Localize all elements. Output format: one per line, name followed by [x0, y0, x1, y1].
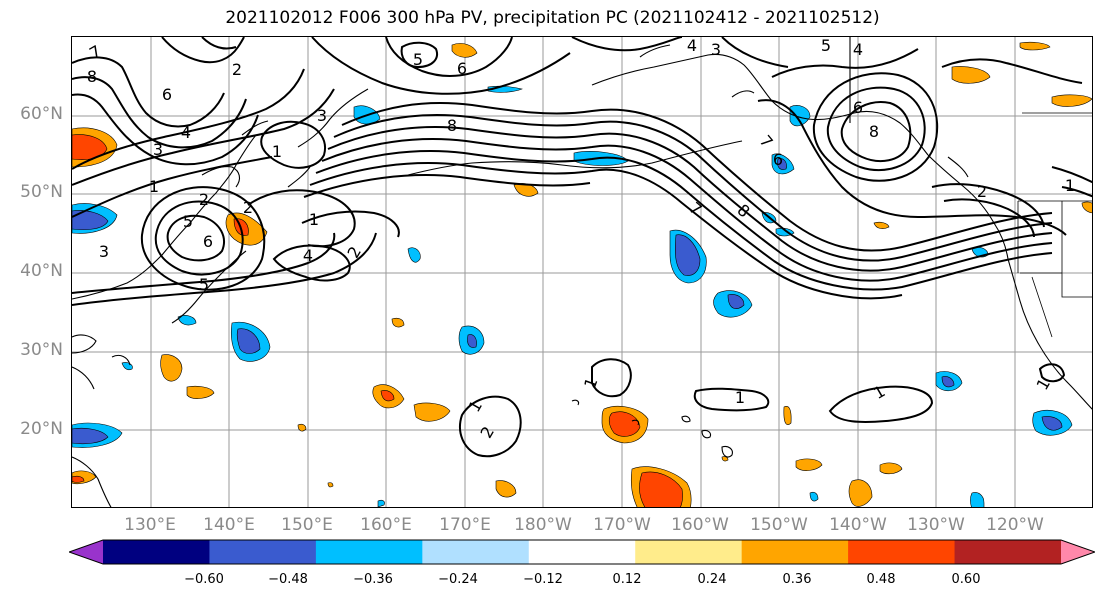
colorbar-tick: 0.24 — [697, 572, 727, 587]
lat-label-60n: 60°N — [20, 104, 63, 124]
lon-label-170e: 170°E — [439, 515, 491, 535]
pv-label: 4 — [853, 40, 863, 59]
colorbar-segment — [954, 540, 1062, 564]
lon-label-180w: 180°W — [514, 515, 572, 535]
colorbar-outline — [69, 539, 1095, 565]
colorbar-tick: 0.12 — [612, 572, 642, 587]
pv-label: 1 — [870, 381, 888, 403]
pv-label: 2 — [243, 198, 253, 217]
pv-label: 1 — [149, 177, 159, 196]
pv-label: 2 — [476, 423, 498, 441]
colorbar-segment — [422, 540, 530, 564]
lon-label-160e: 160°E — [360, 515, 412, 535]
pv-label: 1 — [464, 397, 486, 415]
map-title: 2021102012 F006 300 hPa PV, precipitatio… — [225, 8, 880, 28]
lon-label-130w: 130°W — [907, 515, 965, 535]
pv-label: 5 — [183, 212, 193, 231]
pv-label: 3 — [317, 106, 327, 125]
colorbar-tick: −0.48 — [268, 572, 308, 587]
colorbar — [69, 539, 1095, 565]
pv-label: 6 — [203, 232, 213, 251]
colorbar-tick: −0.24 — [438, 572, 478, 587]
pv-label: 4 — [687, 37, 697, 55]
pv-label: 1 — [580, 375, 601, 391]
pv-label: 5 — [199, 275, 209, 294]
pv-label: 1 — [1065, 176, 1075, 195]
lon-label-140e: 140°E — [203, 515, 255, 535]
colorbar-tick: −0.36 — [353, 572, 393, 587]
colorbar-segment — [528, 540, 636, 564]
lon-label-140w: 140°W — [829, 515, 887, 535]
colorbar-segment — [635, 540, 743, 564]
colorbar-segment — [103, 540, 210, 564]
pv-label: 2 — [232, 60, 242, 79]
pv-label: 6 — [853, 98, 863, 117]
precip-shading — [72, 41, 1092, 507]
pv-contours — [72, 37, 1092, 458]
colorbar-tick: 0.48 — [866, 572, 896, 587]
pv-label: 3 — [711, 40, 721, 59]
pv-label: 4 — [303, 246, 313, 265]
lat-label-50n: 50°N — [20, 182, 63, 202]
lon-label-170w: 170°W — [593, 515, 651, 535]
colorbar-extend-low — [69, 540, 103, 564]
colorbar-tick: −0.60 — [184, 572, 224, 587]
pv-label: 6 — [457, 59, 467, 78]
pv-label: 2 — [977, 182, 987, 201]
lat-label-30n: 30°N — [20, 340, 63, 360]
pv-label: 8 — [87, 67, 97, 86]
pv-label: 1 — [735, 388, 745, 407]
pv-label: 3 — [153, 140, 163, 159]
lon-label-160w: 160°W — [671, 515, 729, 535]
pv-label: 1 — [272, 142, 282, 161]
map-canvas: 7 8 6 4 3 1 2 5 6 1 3 8 2 6 5 3 4 2 1 2 … — [72, 37, 1092, 507]
lon-label-120w: 120°W — [986, 515, 1044, 535]
lat-label-20n: 20°N — [20, 419, 63, 439]
pv-label: 1 — [309, 210, 319, 229]
graticule — [72, 37, 1092, 507]
colorbar-segment — [848, 540, 956, 564]
colorbar-extend-high — [1061, 540, 1095, 564]
colorbar-tick: 0.60 — [951, 572, 981, 587]
pv-label: 8 — [869, 122, 879, 141]
colorbar-segment — [741, 540, 849, 564]
pv-label: 2 — [199, 190, 209, 209]
pv-label: 3 — [99, 242, 109, 261]
colorbar-segment — [315, 540, 423, 564]
pv-label: 4 — [181, 123, 191, 142]
colorbar-tick: 0.36 — [782, 572, 812, 587]
pv-label: 8 — [447, 116, 457, 135]
pv-label: 5 — [413, 50, 423, 69]
pv-label: 6 — [773, 150, 783, 169]
lon-label-130e: 130°E — [124, 515, 176, 535]
pv-label: 6 — [162, 85, 172, 104]
map-panel: 7 8 6 4 3 1 2 5 6 1 3 8 2 6 5 3 4 2 1 2 … — [71, 36, 1093, 508]
pv-label: 7 — [686, 198, 706, 219]
colorbar-segment — [209, 540, 317, 564]
colorbar-tick: −0.12 — [523, 572, 563, 587]
pv-label: 7 — [756, 131, 777, 151]
lon-label-150e: 150°E — [281, 515, 333, 535]
pv-label: 5 — [821, 37, 831, 55]
pv-label: 7 — [86, 41, 104, 63]
lat-label-40n: 40°N — [20, 261, 63, 281]
lon-label-150w: 150°W — [750, 515, 808, 535]
